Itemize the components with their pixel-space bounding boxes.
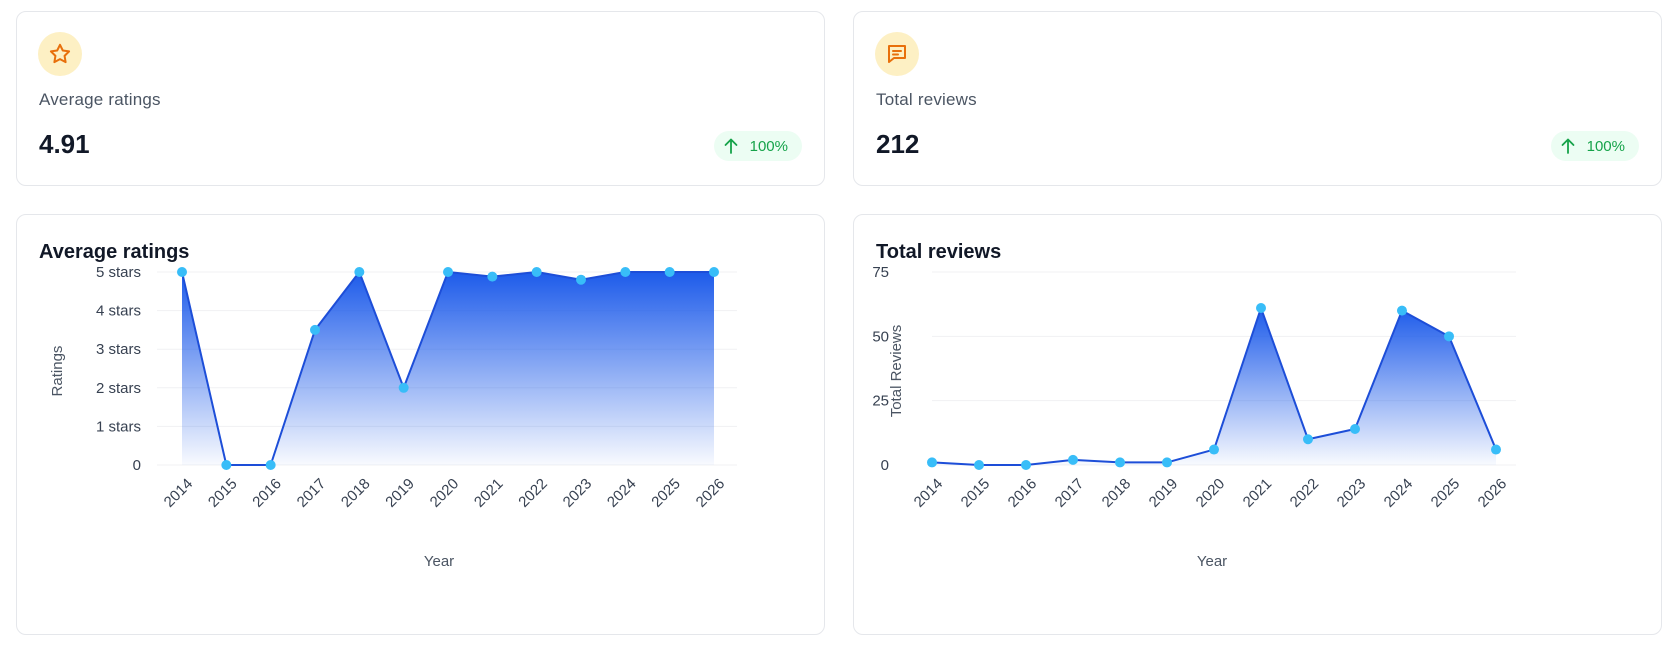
data-point (620, 267, 631, 277)
y-tick-label: 3 stars (96, 341, 141, 358)
x-tick-label: 2023 (560, 475, 596, 511)
x-tick-label: 2021 (471, 475, 507, 511)
x-tick-label: 2014 (161, 475, 197, 511)
data-point (974, 460, 984, 470)
x-tick-label: 2022 (515, 475, 551, 511)
y-axis-title: Ratings (49, 346, 66, 397)
y-tick-label: 1 stars (96, 418, 141, 435)
data-point (398, 382, 409, 393)
x-tick-label: 2021 (1240, 475, 1276, 511)
y-tick-label: 5 stars (96, 264, 141, 281)
data-point (1068, 454, 1078, 465)
total-reviews-chart: 0 25 50 75 2014 2015 2016 2017 2018 2019 2020 2021 2… (872, 264, 1516, 570)
x-tick-label: 2022 (1287, 475, 1323, 511)
y-tick-label: 0 (133, 457, 141, 474)
x-tick-label: 2015 (205, 475, 241, 511)
average-ratings-stat-card: Average ratings 4.91 100% (16, 11, 825, 186)
chart-title: Total reviews (876, 241, 1002, 263)
stat-label: Total reviews (876, 90, 977, 109)
y-tick-label: 75 (872, 264, 889, 281)
data-point (531, 267, 542, 277)
data-point (221, 460, 232, 470)
x-tick-label: 2023 (1334, 475, 1370, 511)
x-tick-label: 2024 (1381, 475, 1417, 511)
x-tick-label: 2026 (693, 475, 729, 511)
area-fill (932, 308, 1496, 465)
change-value: 100% (1586, 137, 1625, 155)
x-tick-label: 2025 (1428, 475, 1464, 511)
x-tick-label: 2019 (382, 475, 418, 511)
data-point (1491, 444, 1501, 455)
arrow-up-icon (724, 138, 738, 154)
x-axis-title: Year (424, 553, 454, 570)
y-tick-label: 50 (872, 328, 889, 345)
x-tick-label: 2016 (1005, 475, 1041, 511)
chart-title: Average ratings (39, 241, 190, 263)
x-tick-label: 2026 (1475, 475, 1511, 511)
x-tick-label: 2025 (648, 475, 684, 511)
data-point (576, 274, 586, 285)
arrow-up-icon (1561, 138, 1575, 154)
data-point (709, 267, 719, 277)
y-tick-label: 25 (872, 393, 889, 410)
data-point (1115, 457, 1125, 468)
average-ratings-chart-card: Average ratings 0 1 stars 2 stars 3 stars 4 … (16, 214, 825, 635)
data-point (310, 324, 320, 335)
x-axis-title: Year (1197, 553, 1227, 570)
message-icon (875, 32, 919, 76)
data-point (927, 457, 937, 468)
data-point (265, 460, 276, 470)
x-tick-label: 2018 (338, 475, 374, 511)
x-tick-label: 2015 (958, 475, 994, 511)
data-point (664, 267, 675, 277)
y-axis-title: Total Reviews (888, 325, 905, 418)
data-point (1256, 303, 1266, 314)
average-ratings-chart: 0 1 stars 2 stars 3 stars 4 stars 5 stars 2014… (49, 264, 737, 570)
total-reviews-stat-card: Total reviews 212 100% (853, 11, 1662, 186)
change-badge: 100% (713, 131, 802, 161)
data-point (487, 271, 498, 282)
data-point (354, 267, 365, 277)
change-value: 100% (749, 137, 788, 155)
data-point (1303, 434, 1313, 445)
star-icon (38, 32, 82, 76)
y-tick-label: 0 (881, 457, 889, 474)
total-reviews-chart-card: Total reviews 0 25 50 75 2014 2015 2016 2017 201… (853, 214, 1662, 635)
y-tick-label: 2 stars (96, 380, 141, 397)
stat-label: Average ratings (39, 90, 161, 109)
data-point (1021, 460, 1031, 470)
change-badge: 100% (1550, 131, 1639, 161)
y-tick-label: 4 stars (96, 303, 141, 320)
data-point (1397, 305, 1407, 316)
stat-value: 212 (876, 129, 920, 159)
data-point (1444, 331, 1454, 342)
x-tick-label: 2018 (1099, 475, 1135, 511)
stat-value: 4.91 (39, 129, 90, 159)
data-point (1162, 457, 1172, 468)
x-tick-label: 2014 (911, 475, 947, 511)
data-point (1209, 444, 1219, 455)
x-tick-label: 2020 (427, 475, 463, 511)
data-point (177, 267, 187, 277)
x-tick-label: 2019 (1146, 475, 1182, 511)
x-tick-label: 2024 (604, 475, 640, 511)
data-point (443, 267, 453, 277)
x-tick-label: 2016 (249, 475, 285, 511)
data-point (1350, 423, 1360, 434)
x-tick-label: 2017 (294, 475, 330, 511)
area-fill (182, 272, 714, 465)
x-tick-label: 2017 (1052, 475, 1088, 511)
x-tick-label: 2020 (1193, 475, 1229, 511)
